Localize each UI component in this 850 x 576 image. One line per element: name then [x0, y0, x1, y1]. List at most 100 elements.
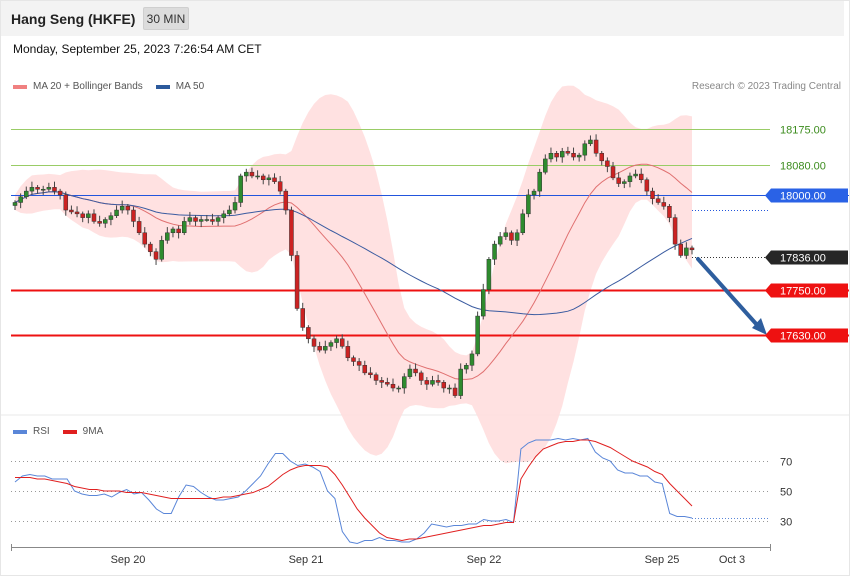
forecast-arrow-shaft	[696, 257, 760, 328]
level-tag-support	[771, 328, 848, 343]
candle-body	[622, 181, 627, 184]
candle-body	[368, 372, 373, 376]
candle-body	[486, 259, 492, 290]
candle-body	[136, 221, 142, 234]
candle-body	[29, 187, 35, 192]
candle-body	[351, 357, 356, 362]
candle-body	[390, 383, 396, 389]
candle-body	[576, 154, 582, 158]
candle-body	[198, 219, 204, 222]
level-tag-pointer	[765, 188, 771, 203]
candle-body	[221, 213, 226, 218]
candle-body	[402, 376, 407, 389]
level-tag-support	[771, 283, 848, 298]
level-tag-last-price	[771, 250, 848, 265]
candle-body	[40, 188, 46, 191]
candle-body	[441, 382, 447, 389]
timestamp: Monday, September 25, 2023 7:26:54 AM CE…	[13, 42, 262, 56]
candle-body	[413, 368, 418, 374]
candle-body	[193, 217, 198, 222]
candle-body	[153, 251, 159, 260]
candle-body	[610, 166, 616, 179]
rsi-legend-label: RSI	[33, 426, 50, 437]
rsi-tick-label: 70	[780, 457, 792, 469]
candle-body	[548, 153, 554, 160]
candle-body	[86, 213, 91, 218]
candle-body	[447, 387, 452, 390]
candle-body	[650, 190, 655, 199]
candle-body	[148, 243, 153, 252]
candle-body	[537, 171, 542, 192]
candle-body	[24, 190, 29, 198]
candle-body	[52, 187, 57, 192]
candle-body	[165, 232, 170, 241]
candle-body	[582, 143, 588, 156]
forecast-arrow-head	[752, 318, 767, 335]
candle-body	[565, 151, 571, 154]
candle-body	[345, 346, 351, 358]
copyright-text: Research © 2023 Trading Central	[691, 81, 841, 92]
candle-body	[481, 289, 486, 317]
candle-body	[300, 308, 305, 328]
level-tag-pointer	[765, 328, 771, 343]
candle-body	[373, 374, 379, 381]
candle-body	[12, 202, 18, 206]
candle-body	[232, 202, 238, 211]
bollinger-legend-label: MA 20 + Bollinger Bands	[33, 81, 143, 92]
candle-body	[458, 368, 463, 396]
candle-body	[543, 158, 548, 173]
interval-button[interactable]: 30 MIN	[143, 7, 189, 30]
rsi-tick-label: 50	[780, 487, 792, 499]
level-tag-pointer	[765, 250, 771, 265]
candle-body	[215, 217, 221, 222]
candle-body	[514, 232, 520, 241]
candle-body	[46, 187, 52, 190]
candle-body	[588, 139, 593, 145]
candle-body	[311, 338, 317, 347]
x-tick-label: Sep 21	[289, 554, 324, 566]
candle-body	[108, 215, 114, 220]
candle-body	[531, 190, 537, 196]
candle-body	[435, 380, 441, 383]
candle-body	[385, 382, 390, 385]
candle-body	[379, 380, 384, 383]
candle-body	[249, 171, 255, 177]
candle-body	[633, 173, 638, 177]
candle-body	[339, 338, 345, 347]
level-label: 17836.00	[780, 253, 826, 265]
ma50-swatch	[155, 84, 170, 89]
candle-body	[97, 221, 102, 224]
level-label: 18000.00	[780, 191, 826, 203]
x-tick-label: Oct 3	[719, 554, 745, 566]
candle-body	[289, 209, 294, 256]
candle-body	[142, 232, 148, 245]
x-tick-label: Sep 25	[645, 554, 680, 566]
candle-body	[266, 177, 272, 181]
candle-body	[638, 173, 644, 181]
candle-body	[520, 213, 525, 234]
candle-body	[317, 346, 322, 351]
candle-body	[559, 151, 565, 158]
candle-body	[119, 206, 125, 211]
candle-body	[554, 153, 559, 158]
candle-body	[204, 219, 210, 221]
candle-body	[475, 315, 480, 355]
candle-body	[255, 175, 260, 178]
candle-body	[306, 327, 311, 340]
rsi-legend: RSI 9MA	[13, 426, 103, 437]
candle-body	[526, 194, 531, 215]
candle-body	[661, 202, 667, 207]
rsi-ma-legend-label: 9MA	[82, 426, 104, 437]
candle-body	[277, 181, 283, 192]
candle-body	[187, 217, 193, 222]
level-label: 17630.00	[780, 331, 826, 343]
candle-body	[272, 177, 277, 182]
candle-body	[131, 209, 136, 222]
instrument-title: Hang Seng (HKFE)	[11, 11, 136, 27]
candle-body	[655, 198, 661, 203]
candle-body	[18, 196, 23, 203]
candle-body	[114, 209, 119, 216]
main-legend: MA 20 + Bollinger Bands MA 50	[13, 81, 204, 92]
candle-body	[469, 353, 475, 366]
